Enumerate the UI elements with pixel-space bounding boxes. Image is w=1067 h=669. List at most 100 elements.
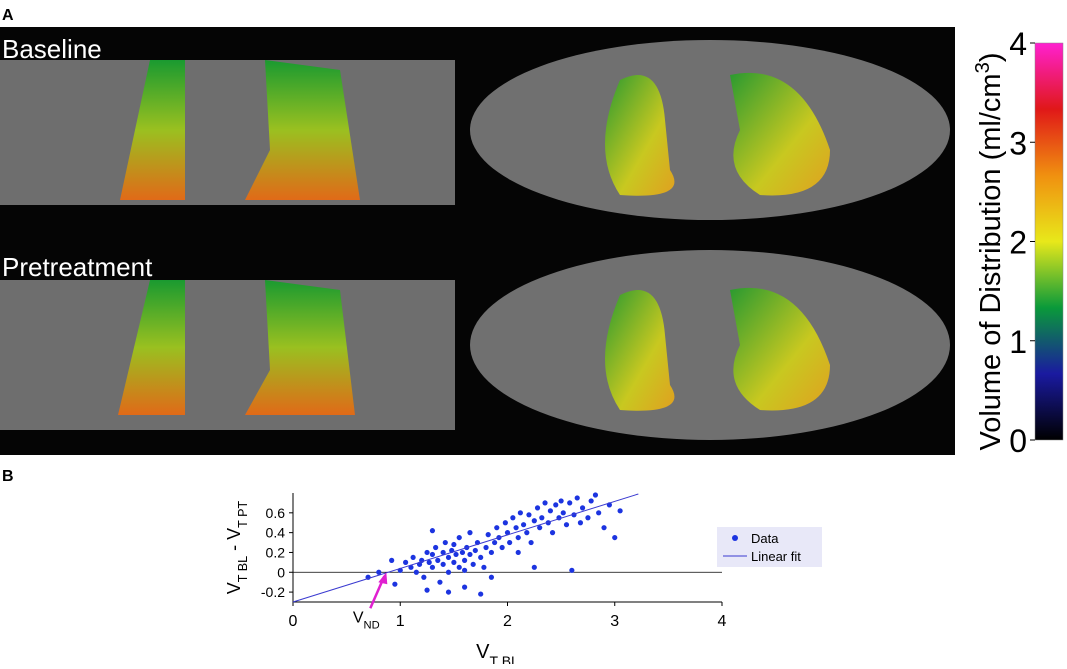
text-part: - V xyxy=(224,528,244,556)
data-point xyxy=(588,498,594,504)
text-part: Volume of Distribution (ml/cm xyxy=(975,73,1007,450)
data-point xyxy=(424,587,430,593)
colorbar-tick-label: 2 xyxy=(1009,225,1027,261)
y-tick-label: 0.4 xyxy=(266,525,286,541)
panel-label: A xyxy=(2,7,14,24)
image-label: Baseline xyxy=(2,34,102,64)
data-point xyxy=(585,515,591,521)
legend-swatch xyxy=(732,535,738,541)
data-point xyxy=(488,549,495,556)
colorbar xyxy=(1034,42,1064,441)
data-point xyxy=(467,551,473,558)
data-point xyxy=(547,508,554,514)
data-point xyxy=(534,505,541,511)
data-point xyxy=(520,522,527,528)
data-point xyxy=(528,539,534,546)
data-point xyxy=(574,495,580,501)
legend-box xyxy=(717,527,822,567)
text-part: V xyxy=(224,582,244,594)
data-point xyxy=(569,567,575,573)
data-point xyxy=(494,525,500,531)
data-point xyxy=(478,591,484,597)
legend-label: Linear fit xyxy=(751,549,801,564)
x-tick-label: 2 xyxy=(503,613,512,630)
x-tick-label: 0 xyxy=(289,613,298,630)
data-point xyxy=(440,561,446,567)
data-point xyxy=(451,559,457,565)
data-point xyxy=(481,564,487,570)
data-point xyxy=(462,557,468,563)
data-point xyxy=(612,534,618,541)
text-part: V xyxy=(476,641,490,663)
data-point xyxy=(483,544,489,551)
data-point xyxy=(492,539,498,546)
text-part: T BL xyxy=(236,556,250,582)
image-label: Pretreatment xyxy=(2,252,153,282)
data-point xyxy=(517,510,523,516)
data-point xyxy=(426,559,432,565)
data-point xyxy=(558,498,564,504)
data-point xyxy=(456,534,462,541)
data-point xyxy=(577,520,584,526)
legend-label: Data xyxy=(751,531,779,546)
data-point xyxy=(459,549,466,556)
data-point xyxy=(429,551,436,558)
data-point xyxy=(389,557,395,563)
data-point xyxy=(524,530,530,536)
data-point xyxy=(537,525,543,531)
data-point xyxy=(485,532,491,538)
data-point xyxy=(601,525,607,531)
colorbar-tick-label: 0 xyxy=(1009,423,1027,459)
data-point xyxy=(467,530,473,536)
data-point xyxy=(515,534,521,541)
data-point xyxy=(531,564,537,570)
data-point xyxy=(567,500,573,506)
data-point xyxy=(403,559,409,565)
text-part: ) xyxy=(975,52,1007,62)
data-point xyxy=(462,567,468,573)
data-point xyxy=(453,551,459,558)
data-point xyxy=(451,541,457,548)
annotation: VND xyxy=(353,609,380,631)
data-point xyxy=(539,515,545,521)
fit-line xyxy=(292,493,639,603)
data-point xyxy=(526,512,532,518)
image-panel xyxy=(0,27,955,455)
y-tick-label: 0.2 xyxy=(266,544,286,560)
colorbar-tick-label: 3 xyxy=(1009,125,1027,161)
data-point xyxy=(445,554,452,561)
data-point xyxy=(596,510,602,516)
data-point xyxy=(437,579,443,585)
data-point xyxy=(579,505,586,511)
data-point xyxy=(410,554,416,561)
y-tick-label: -0.2 xyxy=(261,584,285,600)
data-point xyxy=(413,569,419,575)
y-tick-label: 0 xyxy=(277,564,285,580)
data-point xyxy=(478,554,484,561)
data-point xyxy=(507,539,513,546)
x-axis-label: VT BL xyxy=(476,641,519,664)
data-point xyxy=(424,549,430,556)
data-point xyxy=(563,522,570,528)
data-point xyxy=(553,502,559,508)
text-part: T BL xyxy=(490,653,520,664)
data-point xyxy=(421,574,427,580)
data-point xyxy=(592,492,599,498)
data-point xyxy=(429,528,436,534)
annotation-arrowhead xyxy=(378,572,388,585)
data-point xyxy=(502,520,508,526)
data-point xyxy=(462,584,468,590)
data-point xyxy=(504,530,511,536)
colorbar-label: Volume of Distribution (ml/cm3) xyxy=(972,52,1007,450)
data-point xyxy=(429,564,436,570)
data-point xyxy=(499,544,505,551)
data-point xyxy=(392,581,398,587)
data-point xyxy=(488,574,495,580)
data-point xyxy=(560,510,566,516)
data-point xyxy=(472,547,478,554)
colorbar-tick-label: 1 xyxy=(1009,324,1027,360)
data-point xyxy=(549,530,556,536)
data-point xyxy=(442,539,448,546)
data-point xyxy=(513,525,519,531)
